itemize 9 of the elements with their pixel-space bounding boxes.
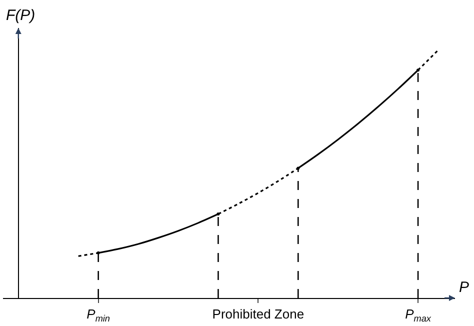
x-tick-label: P$_{max}$ xyxy=(405,306,432,324)
point xyxy=(416,68,420,72)
point xyxy=(96,251,100,254)
x-tick-label: Prohibited Zone xyxy=(212,306,304,322)
point xyxy=(296,166,300,170)
x-tick-label: P$_{min}$ xyxy=(86,306,110,324)
x-axis-title: P xyxy=(459,279,470,296)
point xyxy=(216,212,220,216)
y-axis-title: F(P) xyxy=(6,7,36,24)
